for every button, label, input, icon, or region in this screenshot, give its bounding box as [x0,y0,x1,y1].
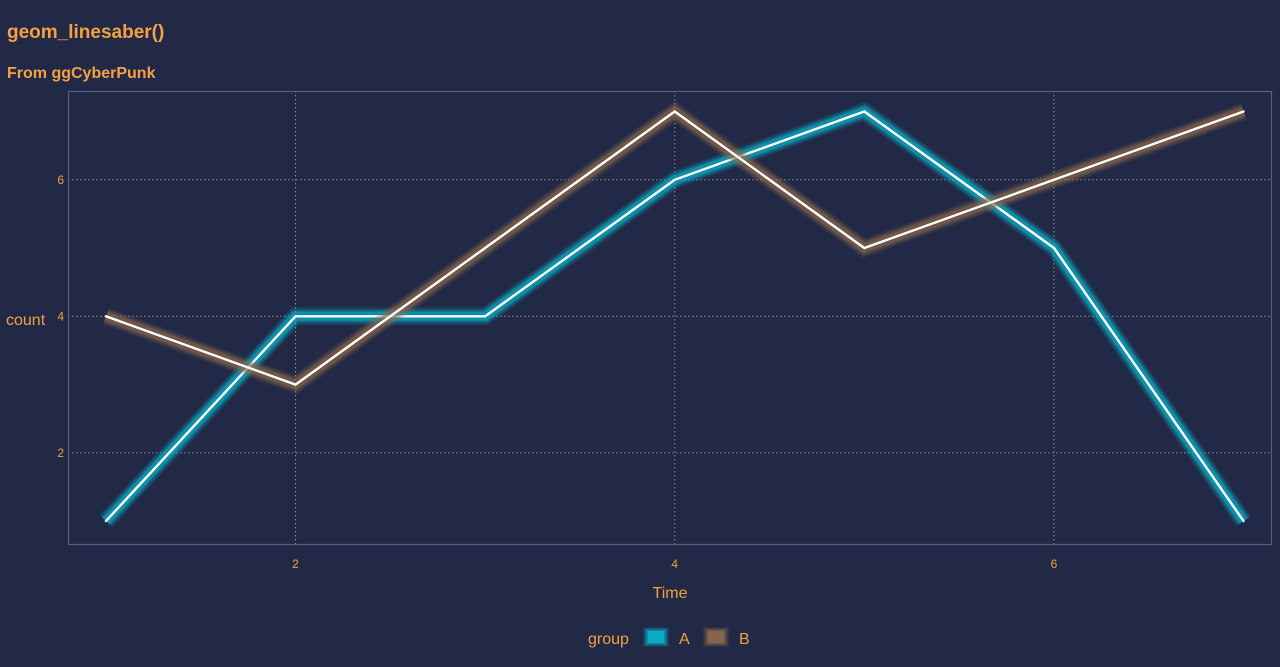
y-tick-label: 2 [57,446,64,460]
legend-title: group [588,631,629,648]
data-point [1052,246,1056,250]
legend-swatch [648,631,664,643]
data-point [104,519,108,523]
chart-subtitle: From ggCyberPunk [7,65,156,82]
legend-label-b: B [739,631,750,648]
chart-title: geom_linesaber() [7,22,164,43]
series-line-b [102,100,1247,395]
data-point [294,315,297,318]
x-tick-label: 2 [292,557,299,571]
panel-border [67,90,1273,546]
series-line-a [99,101,1251,528]
x-axis-title: Time [653,585,688,602]
data-point [863,246,866,250]
x-tick-label: 6 [1051,557,1058,571]
data-point [104,315,108,318]
legend-key-b [703,627,729,647]
series-layer [99,100,1251,528]
y-tick-label: 6 [57,173,64,187]
legend-swatch [708,631,724,643]
data-point [294,383,297,386]
data-point [1052,178,1056,181]
data-point [863,110,866,113]
data-point [1242,519,1245,523]
data-point [1242,110,1245,113]
legend: group A B [588,627,750,648]
legend-key-a [643,627,669,647]
data-point [673,178,676,181]
legend-label-a: A [679,631,690,648]
x-tick-label: 4 [671,557,678,571]
data-point [673,110,676,113]
data-point [483,246,487,250]
grid-lines [68,91,1272,545]
y-axis-title: count [6,312,46,329]
data-point [483,315,487,318]
y-tick-label: 4 [57,309,64,323]
